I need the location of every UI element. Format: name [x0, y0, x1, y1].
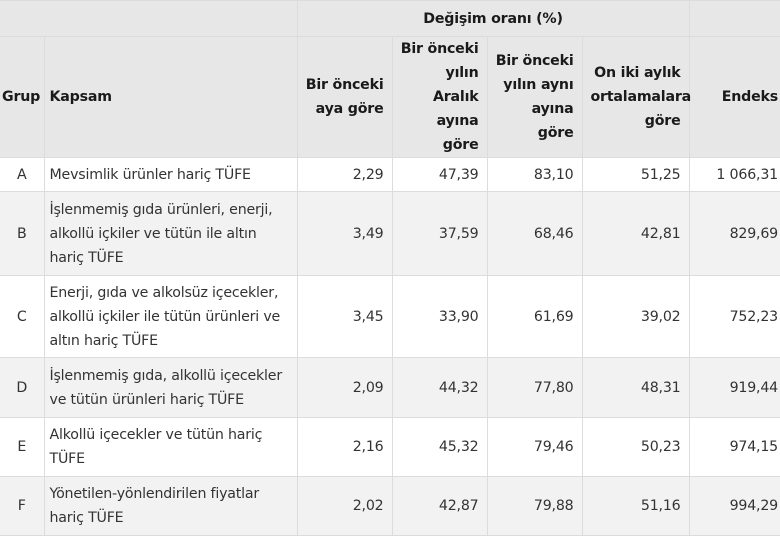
cell-avg12: 51,25: [581, 157, 690, 192]
cell-avg12: 51,16: [581, 476, 690, 536]
cell-endeks: 829,69: [688, 191, 780, 276]
cell-yoy: 83,10: [486, 157, 583, 192]
cell-grup: B: [0, 191, 45, 276]
cell-yoy: 79,88: [486, 476, 583, 536]
header-row-columns: Grup Kapsam Bir önceki aya göre Bir önce…: [0, 36, 780, 158]
cell-ytd: 37,59: [391, 191, 488, 276]
cell-ytd: 47,39: [391, 157, 488, 192]
column-header-endeks: Endeks: [688, 36, 780, 158]
cell-grup: C: [0, 275, 45, 358]
cell-ytd: 45,32: [391, 417, 488, 477]
cell-ytd: 44,32: [391, 357, 488, 418]
column-header-yoy: Bir önceki yılın aynı ayına göre: [486, 36, 583, 158]
table-row: B İşlenmemiş gıda ürünleri, enerji, alko…: [0, 191, 780, 276]
header-spacer-right: [688, 0, 780, 37]
cell-monthly: 3,49: [296, 191, 393, 276]
cell-yoy: 79,46: [486, 417, 583, 477]
column-header-avg12: On iki aylık ortalamalara göre: [581, 36, 691, 158]
cell-yoy: 77,80: [486, 357, 583, 418]
header-change-rate-group: Değişim oranı (%): [296, 0, 690, 37]
cell-monthly: 2,02: [296, 476, 393, 536]
table-row: F Yönetilen-yönlendirilen fiyatlar hariç…: [0, 476, 780, 536]
cell-endeks: 919,44: [688, 357, 780, 418]
cell-avg12: 50,23: [581, 417, 690, 477]
column-header-ytd: Bir önceki yılın Aralık ayına göre: [391, 36, 488, 158]
table-row: D İşlenmemiş gıda, alkollü içecekler ve …: [0, 357, 780, 418]
cell-grup: D: [0, 357, 45, 418]
cell-kapsam: İşlenmemiş gıda, alkollü içecekler ve tü…: [43, 357, 298, 418]
header-row-group: Değişim oranı (%): [0, 0, 780, 37]
cell-yoy: 68,46: [486, 191, 583, 276]
cell-kapsam: Alkollü içecekler ve tütün hariç TÜFE: [43, 417, 298, 477]
cell-yoy: 61,69: [486, 275, 583, 358]
table-body: A Mevsimlik ürünler hariç TÜFE 2,29 47,3…: [0, 157, 780, 536]
header-spacer-left: [0, 0, 298, 37]
column-header-kapsam: Kapsam: [43, 36, 298, 158]
table-header: Değişim oranı (%) Grup Kapsam Bir önceki…: [0, 0, 780, 158]
table-row: E Alkollü içecekler ve tütün hariç TÜFE …: [0, 417, 780, 477]
cell-avg12: 39,02: [581, 275, 690, 358]
table-row: A Mevsimlik ürünler hariç TÜFE 2,29 47,3…: [0, 157, 780, 192]
cell-avg12: 48,31: [581, 357, 690, 418]
cell-kapsam: Yönetilen-yönlendirilen fiyatlar hariç T…: [43, 476, 298, 536]
cell-avg12: 42,81: [581, 191, 690, 276]
table-row: C Enerji, gıda ve alkolsüz içecekler, al…: [0, 275, 780, 358]
cell-ytd: 42,87: [391, 476, 488, 536]
cell-ytd: 33,90: [391, 275, 488, 358]
cell-kapsam: Enerji, gıda ve alkolsüz içecekler, alko…: [43, 275, 298, 358]
cell-grup: E: [0, 417, 45, 477]
cell-kapsam: İşlenmemiş gıda ürünleri, enerji, alkoll…: [43, 191, 298, 276]
cell-endeks: 974,15: [688, 417, 780, 477]
cell-monthly: 3,45: [296, 275, 393, 358]
cell-monthly: 2,16: [296, 417, 393, 477]
cell-monthly: 2,29: [296, 157, 393, 192]
cell-grup: F: [0, 476, 45, 536]
column-header-monthly: Bir önceki aya göre: [296, 36, 393, 158]
cell-grup: A: [0, 157, 45, 192]
cell-endeks: 994,29: [688, 476, 780, 536]
cell-monthly: 2,09: [296, 357, 393, 418]
cell-kapsam: Mevsimlik ürünler hariç TÜFE: [43, 157, 298, 192]
cell-endeks: 752,23: [688, 275, 780, 358]
column-header-grup: Grup: [0, 36, 45, 158]
cell-endeks: 1 066,31: [688, 157, 780, 192]
